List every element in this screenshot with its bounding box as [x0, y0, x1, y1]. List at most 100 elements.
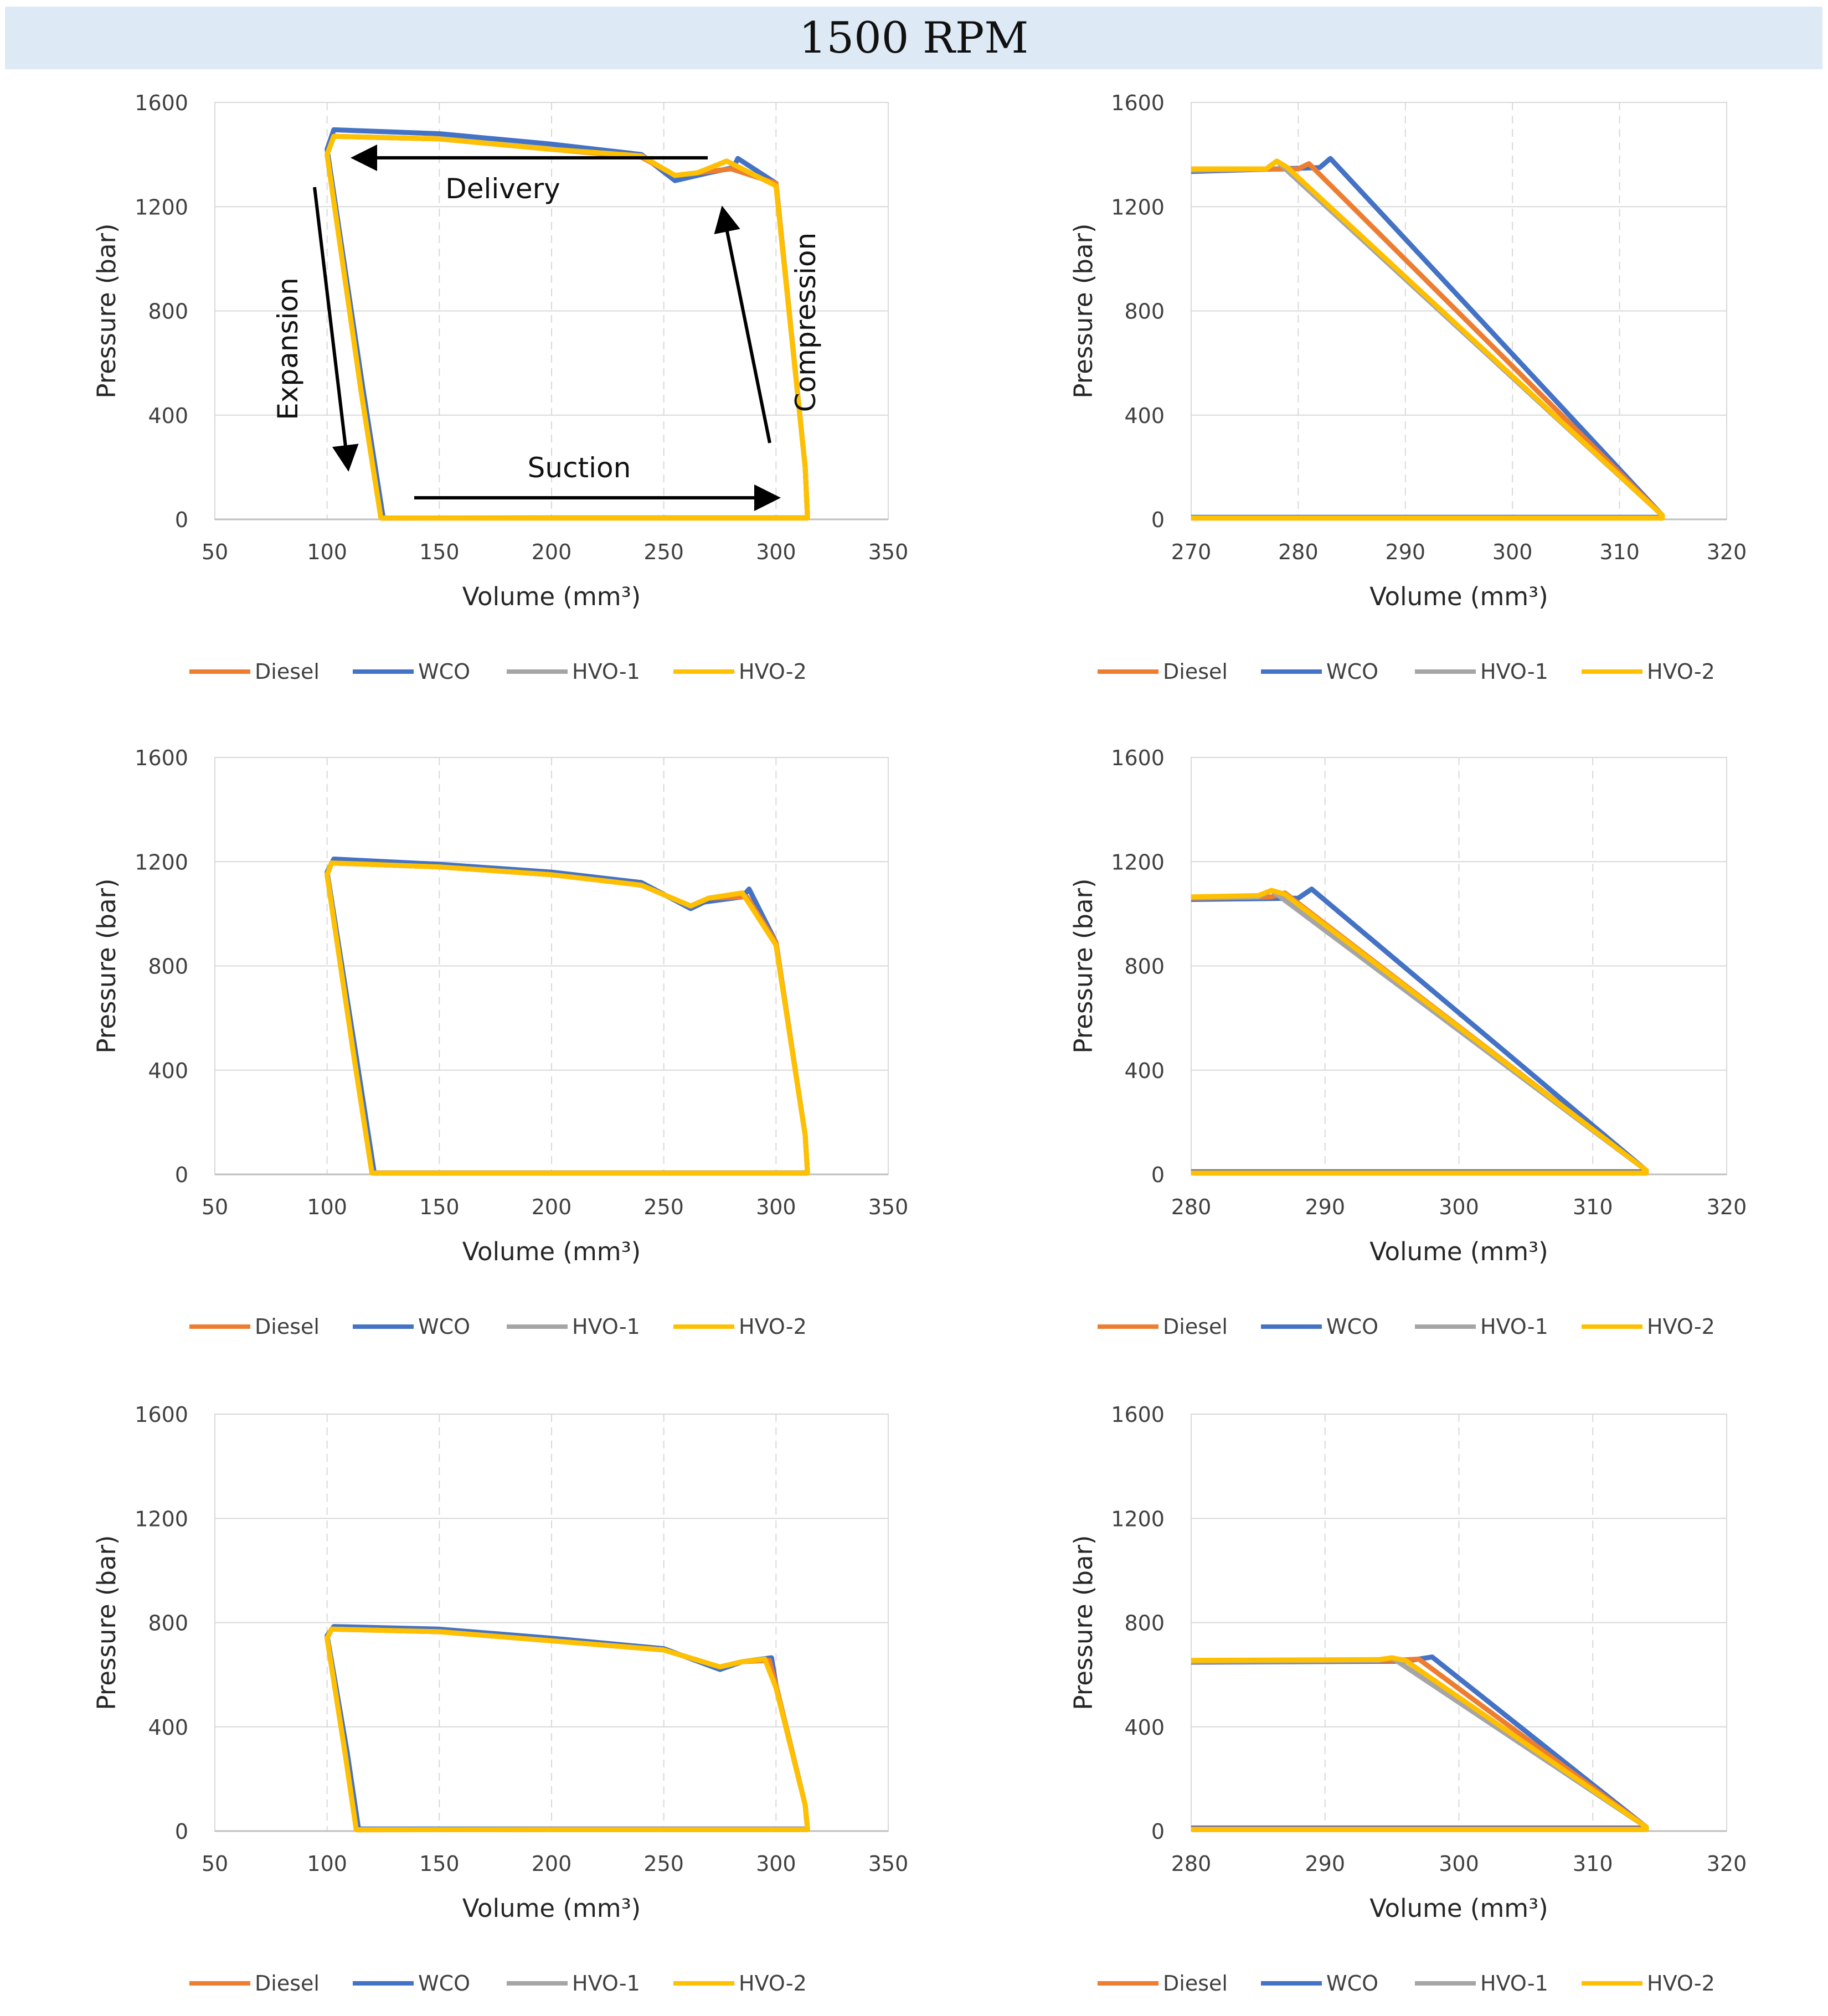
legend-label-wco: WCO: [418, 659, 470, 684]
series-line-hvo-1: [1191, 888, 1649, 1176]
x-tick-label: 320: [1707, 1195, 1747, 1219]
series-line-hvo-1: [325, 860, 810, 1176]
y-tick-label: 400: [148, 1715, 188, 1740]
arrow-expansion: [313, 187, 359, 472]
y-tick-label: 400: [148, 1059, 188, 1083]
y-tick-label: 1600: [135, 91, 188, 115]
y-tick-label: 400: [1124, 1715, 1165, 1740]
y-tick-label: 1200: [135, 850, 188, 874]
x-tick-label: 300: [1439, 1195, 1479, 1219]
legend-label-hvo-1: HVO-1: [572, 1314, 640, 1339]
x-tick-label: 150: [419, 540, 460, 564]
y-tick-label: 0: [175, 1819, 188, 1844]
legend-label-diesel: Diesel: [1163, 1971, 1228, 1996]
y-tick-label: 800: [1124, 300, 1165, 324]
x-tick-label: 310: [1573, 1195, 1613, 1219]
legend-label-hvo-1: HVO-1: [1480, 1971, 1548, 1996]
y-axis-title: Pressure (bar): [92, 878, 121, 1053]
series-line-hvo-2: [325, 860, 810, 1176]
x-tick-label: 50: [202, 1195, 228, 1219]
legend-label-hvo-1: HVO-1: [1480, 659, 1548, 684]
x-tick-label: 320: [1707, 540, 1747, 564]
x-tick-label: 280: [1171, 1852, 1212, 1876]
x-tick-label: 290: [1305, 1195, 1345, 1219]
y-tick-label: 0: [175, 508, 188, 532]
legend-label-wco: WCO: [1326, 1971, 1378, 1996]
x-tick-label: 200: [532, 1195, 572, 1219]
figure-title-bar: 1500 RPM: [5, 7, 1822, 69]
legend-label-diesel: Diesel: [255, 1314, 320, 1339]
x-tick-label: 100: [307, 1852, 347, 1876]
y-tick-label: 1200: [1111, 1507, 1165, 1531]
y-tick-label: 1600: [1111, 91, 1165, 115]
x-tick-label: 100: [307, 540, 347, 564]
x-tick-label: 50: [202, 1852, 228, 1876]
series-line-hvo-2: [325, 133, 810, 521]
series-line-diesel: [325, 1626, 810, 1833]
series-line-diesel: [1191, 161, 1665, 521]
x-tick-label: 150: [419, 1195, 460, 1219]
x-axis-title: Volume (mm³): [1369, 1894, 1548, 1923]
legend-label-diesel: Diesel: [1163, 659, 1228, 684]
x-tick-label: 310: [1573, 1852, 1613, 1876]
annotation-delivery: Delivery: [445, 173, 560, 205]
legend-label-wco: WCO: [1326, 1314, 1378, 1339]
y-axis-title: Pressure (bar): [92, 1535, 121, 1710]
y-tick-label: 1600: [1111, 1403, 1165, 1427]
legend-label-wco: WCO: [418, 1314, 470, 1339]
legend-label-hvo-1: HVO-1: [572, 1971, 640, 1996]
x-tick-label: 250: [643, 540, 684, 564]
x-tick-label: 280: [1171, 1195, 1212, 1219]
arrow-compression: [714, 205, 771, 444]
y-tick-label: 400: [1124, 404, 1165, 428]
x-tick-label: 50: [202, 540, 228, 564]
series-line-wco: [1191, 156, 1665, 520]
x-tick-label: 320: [1707, 1852, 1747, 1876]
x-axis-title: Volume (mm³): [462, 1894, 641, 1923]
y-tick-label: 1600: [1111, 746, 1165, 770]
y-tick-label: 800: [148, 1611, 188, 1636]
x-axis-title: Volume (mm³): [462, 582, 641, 611]
series-line-wco: [1191, 886, 1649, 1174]
series-line-hvo-2: [1191, 888, 1649, 1176]
x-tick-label: 300: [1439, 1852, 1479, 1876]
x-tick-label: 150: [419, 1852, 460, 1876]
x-tick-label: 350: [868, 1195, 909, 1219]
x-axis-title: Volume (mm³): [1369, 582, 1548, 611]
chart-panel-r1c2: 270 280 290 300 310 320 0 400 800 1200 1600 Volume …: [1069, 91, 1747, 684]
series-line-hvo-1: [1191, 1655, 1649, 1832]
x-tick-label: 270: [1171, 540, 1212, 564]
x-tick-label: 250: [643, 1852, 684, 1876]
y-tick-label: 1200: [135, 1507, 188, 1531]
y-tick-label: 800: [1124, 1611, 1165, 1636]
series-line-wco: [325, 857, 810, 1175]
x-tick-label: 300: [1492, 540, 1533, 564]
x-tick-label: 290: [1386, 540, 1426, 564]
y-tick-label: 0: [1151, 508, 1165, 532]
y-tick-label: 800: [1124, 955, 1165, 979]
legend-label-wco: WCO: [1326, 659, 1378, 684]
x-tick-label: 300: [756, 1195, 796, 1219]
legend-label-diesel: Diesel: [1163, 1314, 1228, 1339]
y-tick-label: 1200: [135, 195, 188, 219]
series-line-diesel: [325, 860, 810, 1176]
y-tick-label: 1600: [135, 746, 188, 770]
x-tick-label: 350: [868, 540, 909, 564]
x-tick-label: 250: [643, 1195, 684, 1219]
legend-label-hvo-1: HVO-1: [1480, 1314, 1548, 1339]
y-tick-label: 1200: [1111, 850, 1165, 874]
series-line-wco: [325, 1624, 810, 1832]
legend-label-diesel: Diesel: [255, 1971, 320, 1996]
legend-label-hvo-2: HVO-2: [1647, 1971, 1715, 1996]
chart-panel-r3c1: 50 100 150 200 250 300 350 0 400 800 1200 1600 Volum…: [92, 1403, 908, 1996]
series-line-diesel: [1191, 890, 1649, 1175]
legend-label-hvo-2: HVO-2: [739, 1971, 807, 1996]
y-tick-label: 0: [175, 1163, 188, 1187]
y-tick-label: 400: [148, 404, 188, 428]
x-tick-label: 300: [756, 540, 796, 564]
y-tick-label: 800: [148, 300, 188, 324]
x-tick-label: 100: [307, 1195, 347, 1219]
x-tick-label: 350: [868, 1852, 909, 1876]
annotation-compression: Compression: [790, 233, 822, 412]
y-tick-label: 800: [148, 955, 188, 979]
